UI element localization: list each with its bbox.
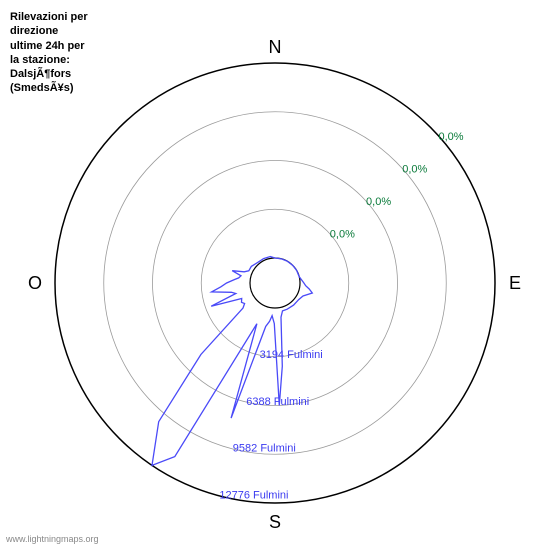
ring-fulmini-label: 9582 Fulmini <box>233 443 296 455</box>
compass-o: O <box>28 273 42 293</box>
ring-pct-label: 0,0% <box>330 229 355 241</box>
credit: www.lightningmaps.org <box>6 534 99 544</box>
ring-pct-label: 0,0% <box>366 196 391 208</box>
ring-pct-label: 0,0% <box>402 163 427 175</box>
compass-n: N <box>269 37 282 57</box>
ring-fulmini-label: 6388 Fulmini <box>246 396 309 408</box>
ring-fulmini-label: 12776 Fulmini <box>219 489 288 501</box>
compass-s: S <box>269 512 281 532</box>
ring-pct-label: 0,0% <box>438 131 463 143</box>
title: Rilevazioni per direzione ultime 24h per… <box>10 10 88 96</box>
compass-e: E <box>509 273 521 293</box>
ring-fulmini-label: 3194 Fulmini <box>260 349 323 361</box>
